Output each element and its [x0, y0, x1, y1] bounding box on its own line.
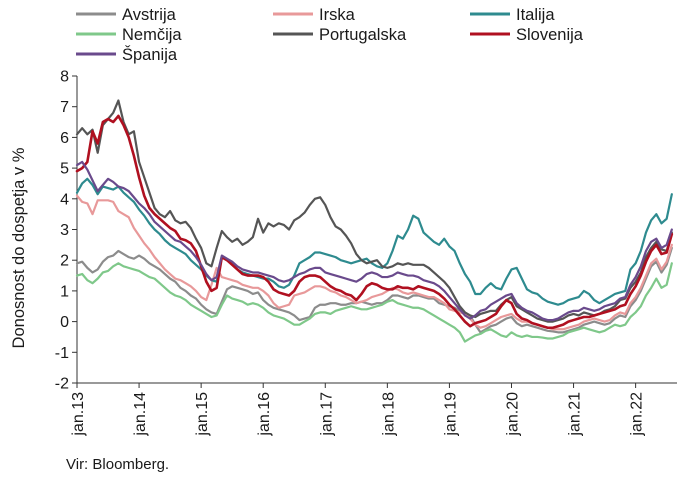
series-line-slovenija [75, 114, 674, 330]
y-tick-label: -2 [55, 376, 69, 393]
legend-item-irska: Irska [273, 6, 356, 24]
x-tick-label: jan.15 [194, 392, 211, 437]
legend-label: Slovenija [516, 26, 584, 44]
series-line-nemcija [75, 262, 673, 343]
y-tick-label: 0 [60, 314, 69, 331]
y-tick-label: 2 [60, 253, 69, 270]
y-tick-label: 4 [60, 191, 69, 208]
legend-label: Španija [122, 45, 178, 64]
series-lines [75, 99, 674, 343]
x-tick-label: jan.18 [380, 392, 397, 437]
y-tick-label: 3 [60, 222, 69, 239]
x-tick-label: jan.20 [504, 392, 521, 437]
y-axis: -2 -1 0 1 2 3 4 5 6 7 8 [55, 69, 78, 393]
legend-item-avstrija: Avstrija [76, 6, 177, 24]
legend-label: Irska [319, 6, 356, 24]
y-tick-label: -1 [55, 345, 69, 362]
legend-item-italija: Italija [470, 6, 555, 24]
x-tick-label: jan.14 [132, 392, 149, 437]
y-tick-label: 6 [60, 130, 69, 147]
source-note: Vir: Bloomberg. [66, 456, 170, 473]
legend-item-spanija: Španija [76, 45, 178, 64]
series-line-spanija [75, 160, 673, 322]
y-axis-title: Donosnost do dospetja v % [10, 147, 28, 348]
x-tick-label: jan.13 [70, 392, 87, 437]
legend-label: Italija [516, 6, 555, 24]
legend: Avstrija Irska Italija Nemčija Portugalska Sl… [76, 6, 584, 64]
x-tick-label: jan.19 [442, 392, 459, 437]
series-line-irska [75, 194, 673, 331]
x-tick-label: jan.22 [629, 392, 646, 437]
y-tick-label: 8 [60, 69, 69, 86]
legend-label: Avstrija [122, 6, 177, 24]
legend-item-portugalska: Portugalska [273, 26, 407, 44]
series-line-avstrija [75, 246, 673, 334]
y-tick-label: 1 [60, 283, 69, 300]
legend-item-nemcija: Nemčija [76, 26, 182, 44]
legend-label: Nemčija [122, 26, 182, 44]
series-line-portugalska [75, 99, 673, 323]
series-line-italija [75, 177, 673, 306]
x-tick-label: jan.21 [567, 392, 584, 437]
x-tick-label: jan.17 [318, 392, 335, 437]
y-tick-label: 7 [60, 99, 69, 116]
y-tick-label: 5 [60, 161, 69, 178]
legend-item-slovenija: Slovenija [470, 26, 584, 44]
x-tick-label: jan.16 [256, 392, 273, 437]
x-axis: jan.13 jan.14 jan.15 jan.16 jan.17 jan.18 jan.… [70, 382, 677, 437]
legend-label: Portugalska [319, 26, 407, 44]
